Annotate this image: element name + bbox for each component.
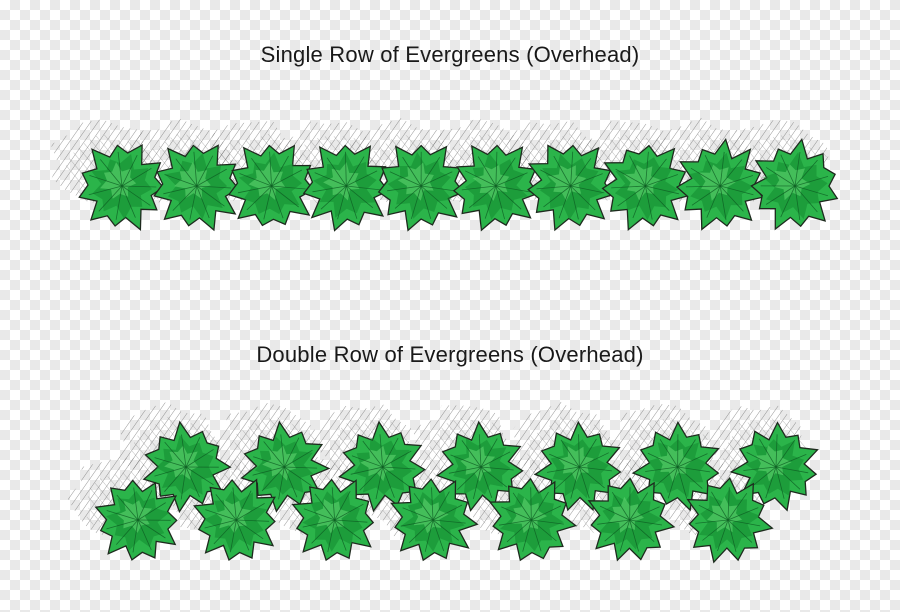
evergreen-tree [452,144,540,232]
evergreen-tree [435,420,524,512]
evergreen-tree [153,144,240,232]
double-row-caption: Double Row of Evergreens (Overhead) [256,342,644,367]
single-row-caption: Single Row of Evergreens (Overhead) [260,42,640,67]
evergreen-tree [527,144,614,232]
double-row-trees [94,420,819,564]
evergreen-tree [338,420,426,513]
evergreen-tree [686,477,774,564]
evergreen-tree [94,479,178,561]
evergreen-tree [390,478,479,562]
evergreen-tree [78,143,165,231]
evergreen-tree [377,144,465,232]
evergreen-tree [227,144,315,227]
evergreen-tree [750,137,839,231]
evergreen-tree [533,420,622,512]
evergreen-tree [488,477,578,562]
evergreen-tree [291,478,375,562]
evergreen-tree [142,420,232,514]
evergreen-tree [302,144,390,232]
evergreen-tree [601,144,689,232]
single-row-trees [78,137,839,232]
evergreen-tree [193,478,276,562]
evergreen-tree [240,420,331,513]
evergreen-tree [587,477,676,562]
